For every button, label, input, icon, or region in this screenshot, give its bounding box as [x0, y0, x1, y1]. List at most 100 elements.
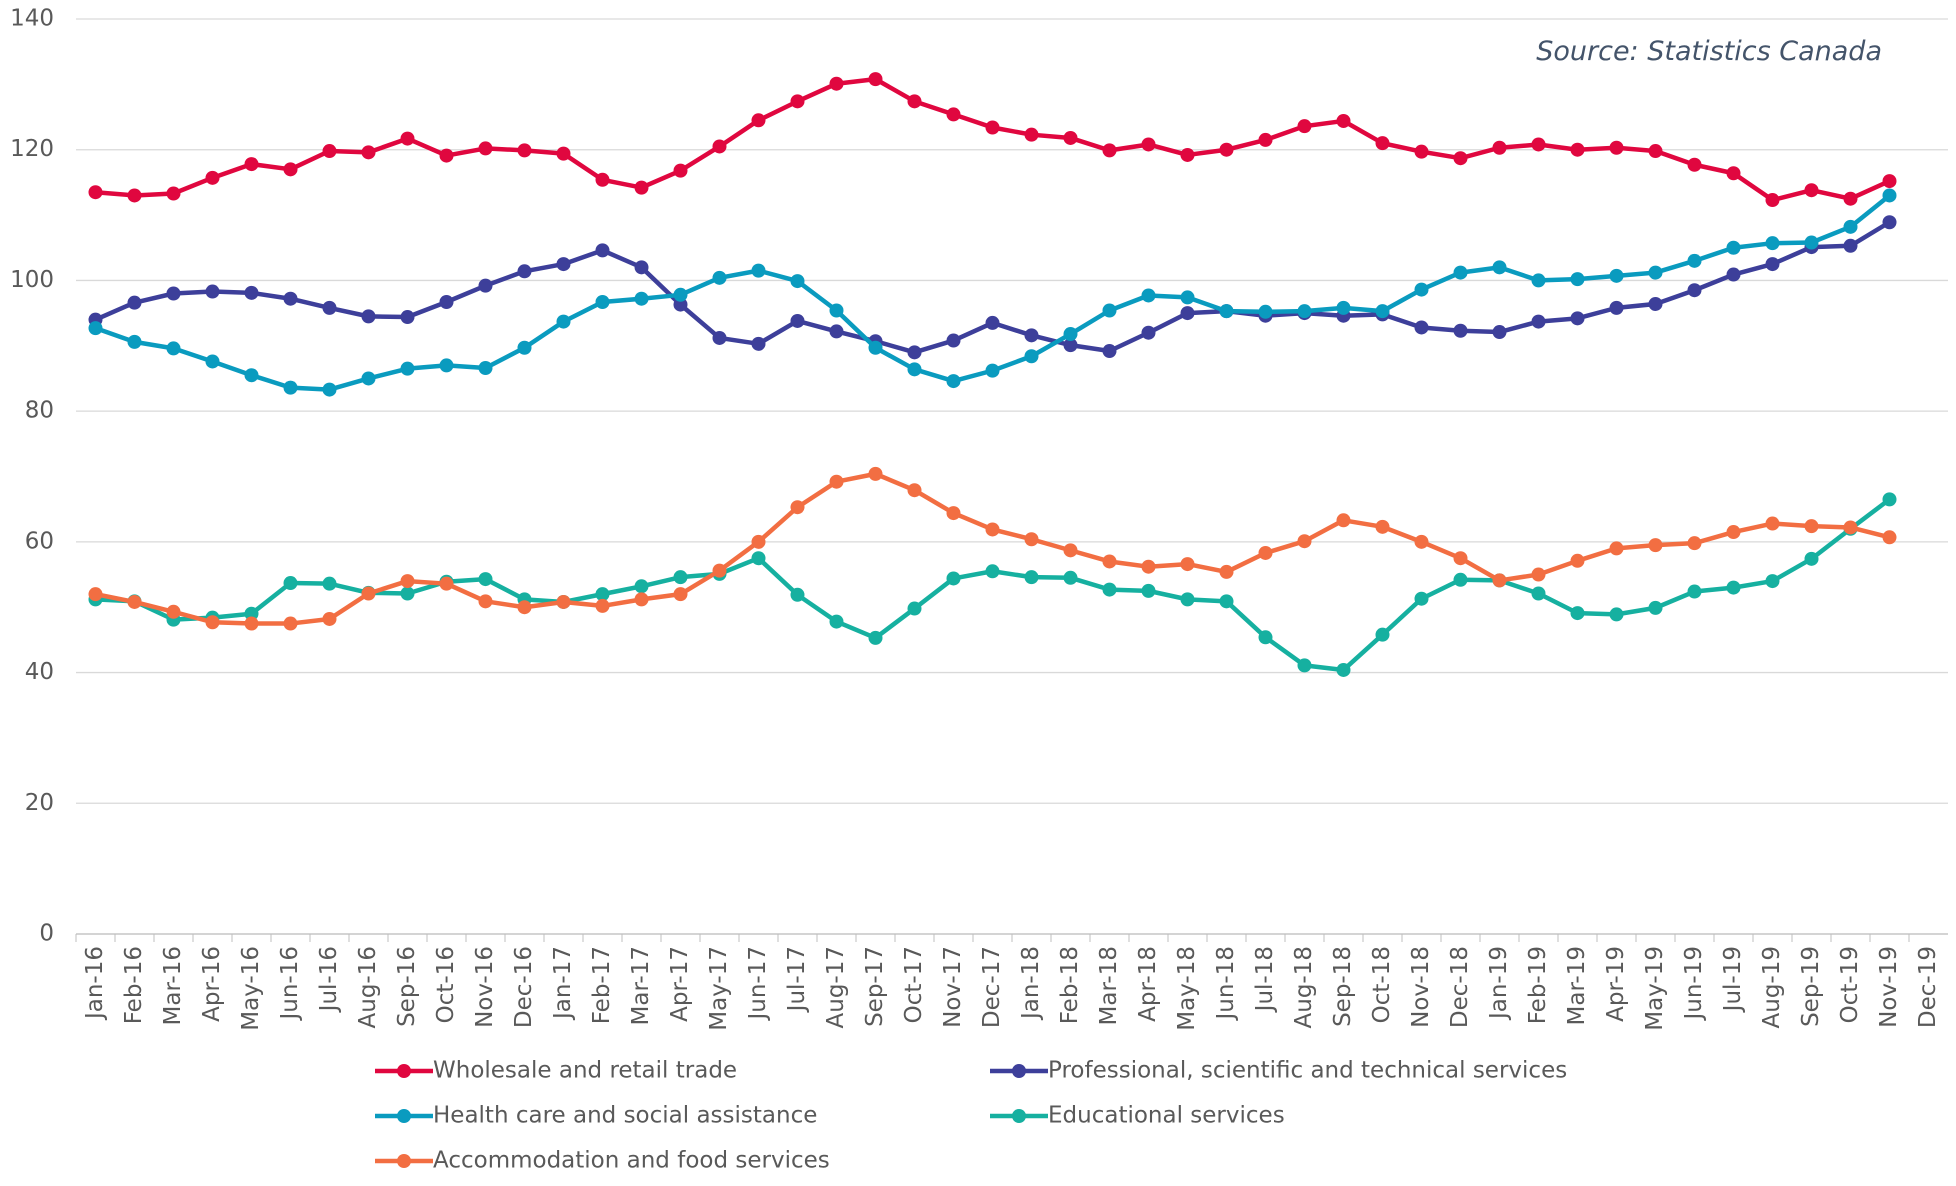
data-point — [1375, 304, 1390, 319]
data-point — [1141, 583, 1156, 598]
data-point — [1882, 492, 1897, 507]
data-point — [322, 576, 337, 591]
data-point — [1726, 580, 1741, 595]
data-point — [1219, 304, 1234, 319]
data-point — [478, 141, 493, 156]
data-point — [1570, 142, 1585, 157]
data-point — [205, 170, 220, 185]
data-point — [634, 579, 649, 594]
x-tick-label: Feb-17 — [589, 946, 615, 1024]
data-point — [166, 286, 181, 301]
data-point — [478, 278, 493, 293]
data-point — [244, 368, 259, 383]
x-tick-label: Jan-16 — [82, 946, 108, 1021]
data-point — [1531, 567, 1546, 582]
data-point — [244, 616, 259, 631]
data-point — [751, 336, 766, 351]
data-point — [1063, 570, 1078, 585]
data-point — [1843, 219, 1858, 234]
data-point — [1336, 662, 1351, 677]
data-point — [1492, 325, 1507, 340]
data-point — [1414, 534, 1429, 549]
data-point — [439, 358, 454, 373]
data-point — [1258, 132, 1273, 147]
x-tick-label: Feb-18 — [1057, 946, 1083, 1024]
data-point — [1492, 573, 1507, 588]
data-point — [829, 474, 844, 489]
legend-label: Educational services — [1048, 1103, 1285, 1129]
data-point — [751, 263, 766, 278]
legend-marker — [1012, 1109, 1026, 1123]
x-tick-label: Apr-18 — [1135, 946, 1161, 1022]
data-point — [244, 157, 259, 172]
data-point — [1180, 306, 1195, 321]
data-point — [673, 587, 688, 602]
data-point — [1765, 236, 1780, 251]
legend-marker — [397, 1109, 411, 1123]
data-point — [1024, 570, 1039, 585]
data-point — [1609, 300, 1624, 315]
x-tick-label: Jun-19 — [1681, 946, 1707, 1022]
data-point — [1258, 545, 1273, 560]
x-tick-label: May-19 — [1642, 946, 1668, 1031]
data-point — [868, 466, 883, 481]
data-point — [946, 374, 961, 389]
data-point — [1687, 157, 1702, 172]
data-point — [283, 291, 298, 306]
data-point — [517, 600, 532, 615]
data-point — [1024, 328, 1039, 343]
data-point — [400, 131, 415, 146]
x-tick-label: May-17 — [706, 946, 732, 1031]
data-point — [1882, 530, 1897, 545]
data-point — [1414, 282, 1429, 297]
x-tick-label: Sep-19 — [1798, 946, 1824, 1027]
data-point — [790, 94, 805, 109]
data-point — [712, 330, 727, 345]
data-point — [1648, 600, 1663, 615]
x-tick-label: Nov-19 — [1876, 946, 1902, 1028]
data-point — [1102, 582, 1117, 597]
data-point — [88, 321, 103, 336]
data-point — [1765, 193, 1780, 208]
data-point — [634, 180, 649, 195]
data-point — [634, 291, 649, 306]
data-point — [1375, 519, 1390, 534]
x-tick-label: Aug-19 — [1759, 946, 1785, 1028]
data-point — [127, 295, 142, 310]
x-tick-label: Apr-17 — [667, 946, 693, 1022]
data-point — [556, 257, 571, 272]
x-tick-label: Aug-18 — [1291, 946, 1317, 1028]
data-point — [361, 371, 376, 386]
x-tick-label: Sep-17 — [862, 946, 888, 1027]
x-tick-label: Jul-16 — [316, 946, 342, 1013]
data-point — [751, 113, 766, 128]
data-point — [1648, 265, 1663, 280]
data-point — [1609, 541, 1624, 556]
data-point — [439, 148, 454, 163]
data-point — [1219, 142, 1234, 157]
data-point — [1453, 572, 1468, 587]
series-line — [94, 220, 1891, 355]
data-point — [1570, 553, 1585, 568]
x-tick-label: Oct-17 — [901, 946, 927, 1023]
data-point — [1258, 630, 1273, 645]
x-tick-label: Sep-18 — [1330, 946, 1356, 1027]
y-tick-label: 20 — [25, 790, 54, 816]
legend-label: Health care and social assistance — [433, 1103, 817, 1129]
data-point — [1531, 273, 1546, 288]
data-point — [1687, 584, 1702, 599]
data-point — [1609, 140, 1624, 155]
data-point — [1765, 257, 1780, 272]
data-point — [361, 145, 376, 160]
data-point — [946, 506, 961, 521]
data-point — [1804, 551, 1819, 566]
y-tick-label: 80 — [25, 398, 54, 424]
data-point — [1102, 344, 1117, 359]
x-tick-label: Mar-18 — [1096, 946, 1122, 1026]
data-point — [556, 146, 571, 161]
data-point — [283, 616, 298, 631]
data-point — [517, 340, 532, 355]
data-point — [1102, 143, 1117, 158]
data-point — [751, 534, 766, 549]
data-point — [712, 139, 727, 154]
